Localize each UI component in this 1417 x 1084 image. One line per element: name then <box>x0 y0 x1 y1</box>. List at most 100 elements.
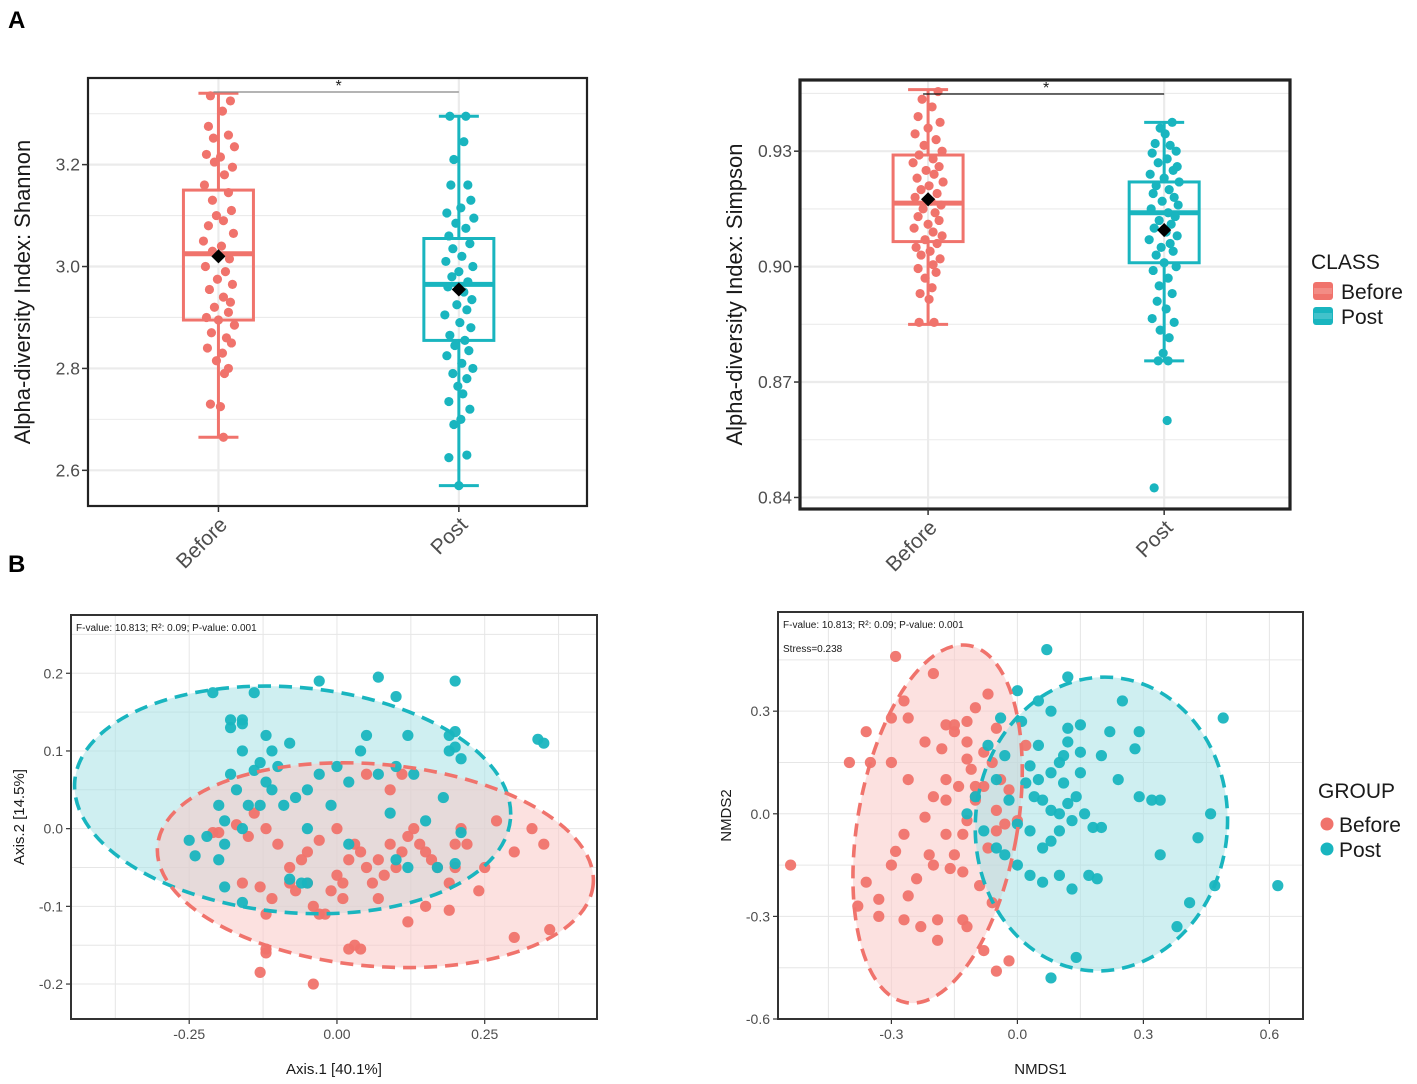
data-point-post <box>449 419 459 430</box>
data-point-before <box>914 150 924 160</box>
data-point-post <box>254 757 266 769</box>
data-point-post <box>1070 951 1082 964</box>
data-point-before <box>913 211 923 222</box>
data-point-post <box>1161 304 1171 314</box>
data-point-before <box>354 943 367 955</box>
data-point-post <box>1032 773 1044 786</box>
data-point-post <box>1148 265 1158 276</box>
data-point-post <box>1045 972 1057 984</box>
data-point-post <box>1104 726 1116 738</box>
data-point-post <box>1087 821 1099 834</box>
data-point-post <box>538 737 550 749</box>
class-legend-label-before: Before <box>1341 281 1403 304</box>
data-point-before <box>873 893 885 905</box>
data-point-before <box>337 892 349 905</box>
data-point-post <box>451 218 461 228</box>
data-point-before <box>236 877 248 889</box>
y-axis-label: Alpha-diversity Index: Shannon <box>10 140 35 445</box>
class-legend-label-post: Post <box>1341 306 1383 329</box>
data-point-post <box>213 854 225 866</box>
data-point-post <box>1162 415 1172 426</box>
data-point-post <box>1079 808 1091 820</box>
data-point-before <box>934 161 944 172</box>
data-point-post <box>1152 296 1162 306</box>
data-point-post <box>1112 773 1124 786</box>
data-point-post <box>1062 722 1074 734</box>
data-point-before <box>207 195 218 205</box>
data-point-post <box>1062 736 1074 748</box>
data-point-before <box>217 348 228 358</box>
data-point-post <box>440 310 450 320</box>
data-point-before <box>384 784 396 796</box>
data-point-post <box>420 815 432 827</box>
data-point-before <box>909 223 919 233</box>
data-point-before <box>919 140 929 151</box>
data-point-post <box>1172 231 1182 241</box>
data-point-before <box>216 241 227 251</box>
data-point-post <box>1171 146 1181 156</box>
data-point-post <box>1145 169 1155 179</box>
data-point-before <box>1003 784 1015 796</box>
data-point-before <box>229 142 240 152</box>
y-tick-label: 0.0 <box>44 821 64 837</box>
data-point-before <box>918 204 928 214</box>
x-tick-label-post: Post <box>1132 516 1178 562</box>
data-point-before <box>948 849 961 861</box>
x-tick-label-post: Post <box>426 513 472 559</box>
data-point-post <box>1133 791 1145 803</box>
data-point-before <box>940 773 952 786</box>
data-point-post <box>1062 797 1074 810</box>
group-legend-dot-post <box>1320 842 1334 856</box>
y-tick-label: 0.1 <box>44 743 64 759</box>
data-point-before <box>843 756 856 769</box>
data-point-before <box>929 169 939 179</box>
plot-area <box>785 643 1284 1005</box>
data-point-post <box>437 791 449 804</box>
data-point-post <box>1070 791 1082 803</box>
data-point-before <box>226 205 237 216</box>
data-point-before <box>260 823 272 835</box>
data-point-post <box>402 861 414 874</box>
data-point-before <box>223 307 234 317</box>
data-point-post <box>447 272 457 282</box>
data-point-before <box>202 343 213 353</box>
data-point-before <box>920 273 930 283</box>
data-point-post <box>1205 808 1217 820</box>
data-point-before <box>917 94 927 104</box>
data-point-post <box>1083 869 1095 881</box>
data-point-post <box>1053 825 1065 837</box>
mean-marker-post <box>1157 222 1172 238</box>
data-point-post <box>990 773 1003 786</box>
data-point-before <box>919 736 931 748</box>
data-point-post <box>1146 204 1156 214</box>
plot-border <box>86 76 589 508</box>
data-point-post <box>1165 140 1175 151</box>
confidence-ellipse-post <box>72 684 513 916</box>
data-point-post <box>456 203 466 213</box>
data-point-post <box>466 195 476 205</box>
data-point-before <box>209 302 220 312</box>
data-point-post <box>1074 746 1086 758</box>
data-point-post <box>224 768 237 780</box>
data-point-before <box>227 279 238 289</box>
data-point-before <box>932 914 944 926</box>
class-legend-title: CLASS <box>1311 251 1380 274</box>
data-point-before <box>307 900 319 912</box>
data-point-before <box>227 162 238 172</box>
data-point-before <box>199 180 210 190</box>
group-legend-dot-before <box>1320 817 1334 831</box>
data-point-before <box>940 794 952 806</box>
panel-label-a: A <box>8 7 25 34</box>
data-point-post <box>461 223 471 233</box>
data-point-post <box>1053 869 1065 881</box>
data-point-post <box>444 231 454 241</box>
data-point-post <box>453 381 463 391</box>
data-point-post <box>1164 333 1174 343</box>
data-point-before <box>201 312 212 323</box>
data-point-before <box>443 904 455 916</box>
data-point-post <box>408 768 420 780</box>
data-point-before <box>978 944 990 957</box>
y-tick-label: 3.2 <box>56 155 80 175</box>
data-point-before <box>226 338 237 348</box>
data-point-post <box>978 825 990 837</box>
